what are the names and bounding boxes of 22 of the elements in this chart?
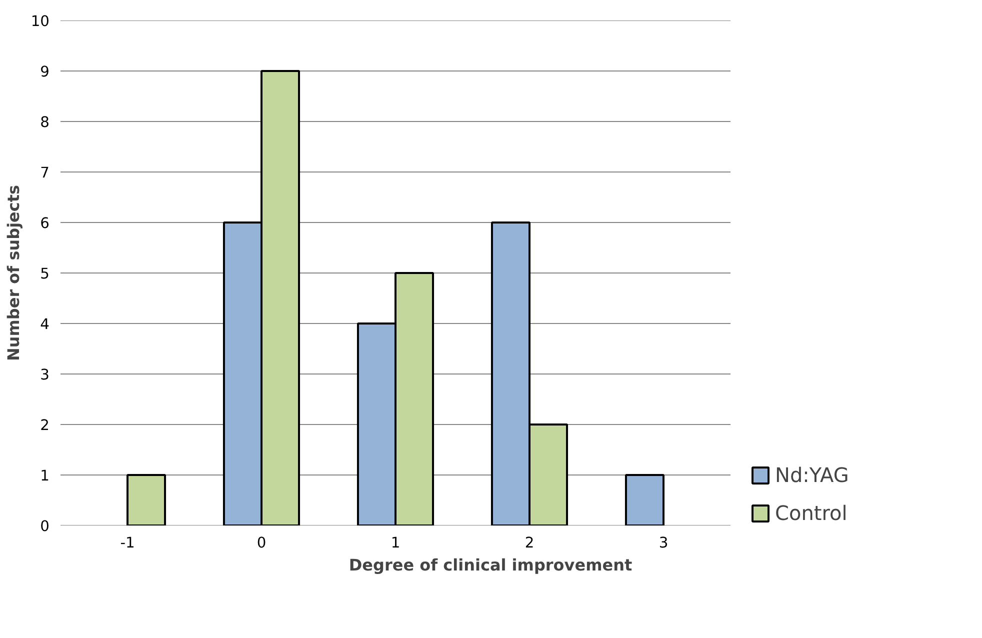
y-tick-label: 8 [40,114,50,131]
y-tick-label: 1 [40,468,50,484]
x-axis-title: Degree of clinical improvement [348,556,632,574]
legend-label: Control [775,501,848,525]
y-tick-label: 4 [40,316,50,333]
legend-label: Nd:YAG [775,463,849,487]
x-tick-label: -1 [120,534,135,552]
bar [126,474,166,526]
x-tick-label: 3 [658,534,668,552]
y-tick-label: 5 [40,266,50,282]
x-tick-label: 1 [390,534,400,552]
y-tick-label: 9 [40,64,50,80]
y-tick-label: 6 [40,215,50,232]
y-tick-label: 2 [40,417,50,434]
y-axis-title: Number of subjects [4,184,23,362]
x-tick-label: 2 [524,534,534,552]
y-tick-label: 10 [30,13,50,30]
y-tick-label: 0 [40,518,50,535]
y-tick-label: 3 [40,366,50,384]
y-tick-label: 7 [40,164,50,182]
bar [624,474,664,526]
x-tick-label: 0 [256,534,266,552]
